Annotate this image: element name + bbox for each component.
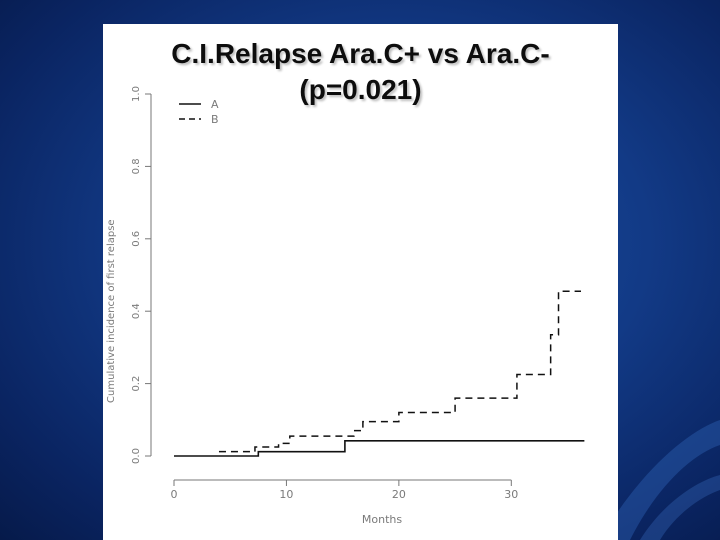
y-tick-label-4: 0.8: [131, 158, 142, 174]
x-tick-label-3: 30: [504, 488, 518, 501]
slide-title: C.I.Relapse Ara.C+ vs Ara.C- (p=0.021): [103, 36, 618, 108]
y-tick-label-5: 1.0: [131, 86, 142, 102]
y-tick-label-2: 0.4: [131, 303, 142, 319]
series-line-b: [218, 290, 582, 453]
x-tick-label-2: 20: [392, 488, 406, 501]
x-tick-label-1: 10: [279, 488, 293, 501]
series-line-a: [174, 439, 585, 457]
slide-panel: 0.0 0.2 0.4 0.6 0.8 1.0 Cumulative incidence o…: [103, 24, 618, 540]
y-tick-label-3: 0.6: [131, 231, 142, 247]
y-tick-label-0: 0.0: [131, 448, 142, 464]
x-tick-label-0: 0: [171, 488, 178, 501]
x-axis-label: Months: [362, 513, 402, 526]
legend-label-b: B: [211, 113, 219, 126]
title-line-2: (p=0.021): [299, 74, 422, 105]
title-line-1: C.I.Relapse Ara.C+ vs Ara.C-: [171, 38, 550, 69]
y-axis-label: Cumulative incidence of first relapse: [106, 219, 117, 403]
legend-label-a: A: [211, 98, 219, 111]
y-tick-label-1: 0.2: [131, 376, 142, 392]
chart: 0.0 0.2 0.4 0.6 0.8 1.0 Cumulative incidence o…: [106, 86, 585, 526]
